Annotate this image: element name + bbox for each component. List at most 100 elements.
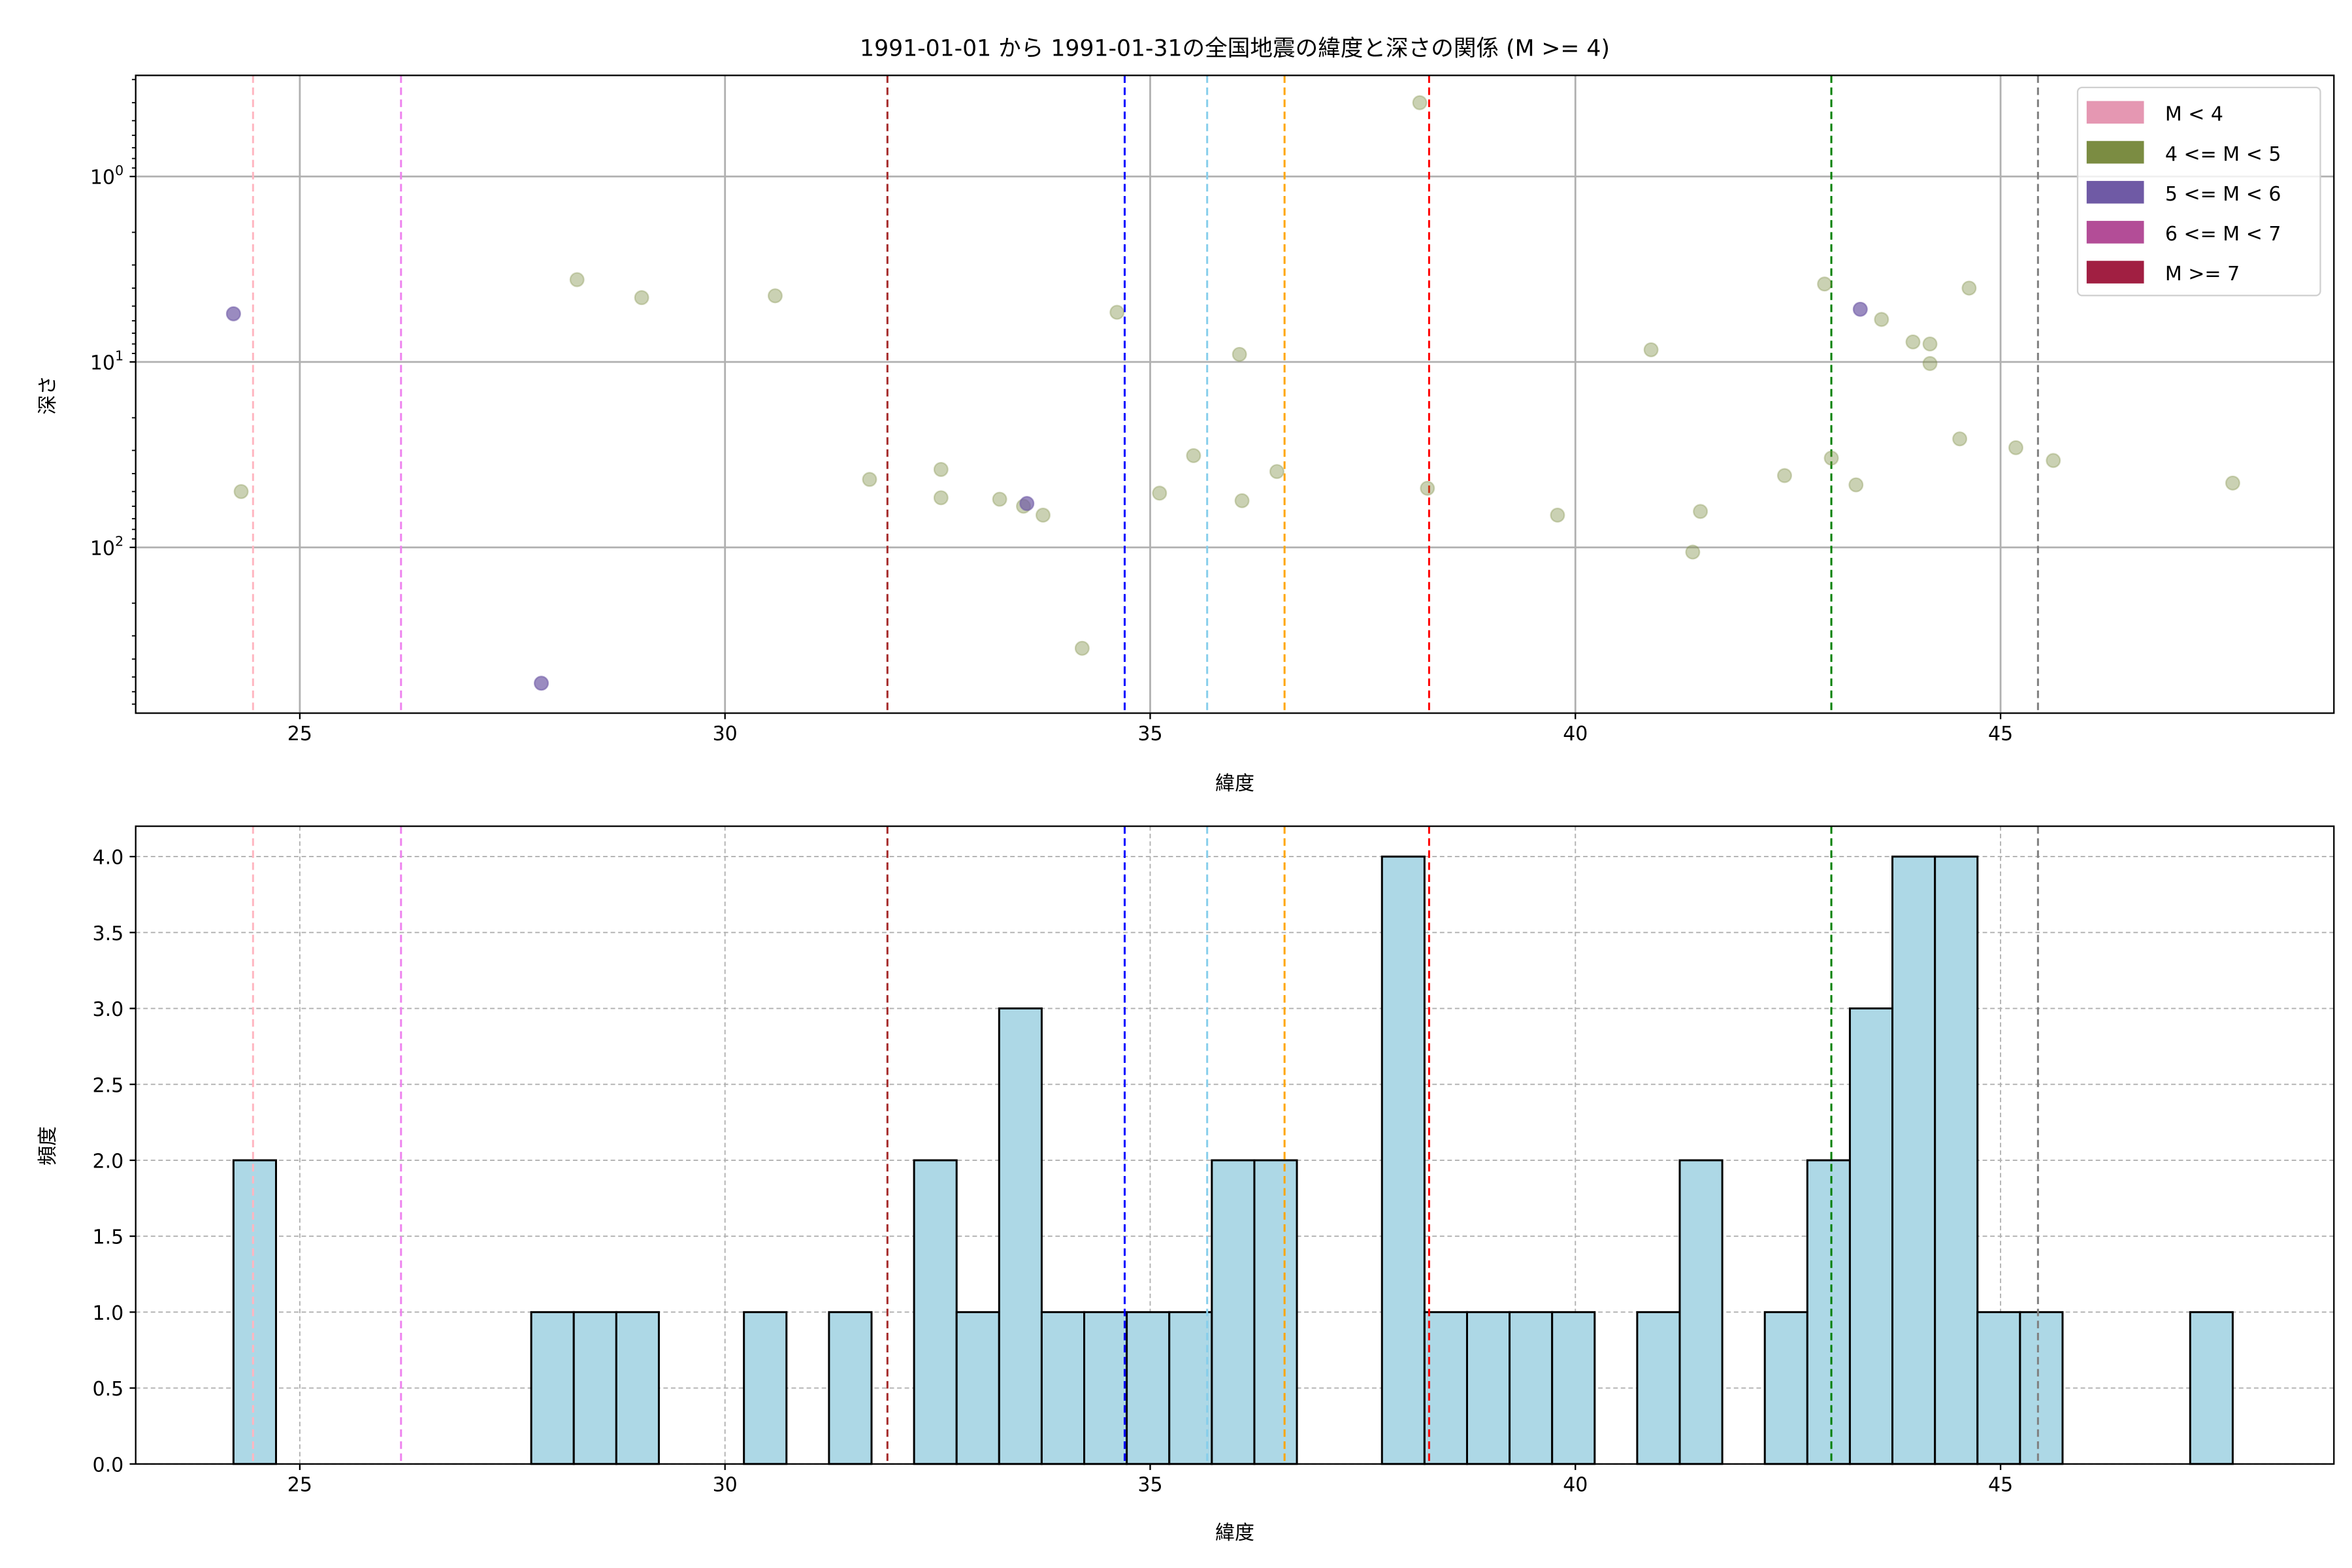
scatter-point (933, 490, 949, 506)
histogram-bar (1891, 855, 1936, 1465)
scatter-point (767, 288, 783, 304)
histogram-bar (1465, 1311, 1511, 1465)
histogram-bar (232, 1159, 277, 1465)
legend-swatch (2086, 180, 2144, 204)
scatter-point (1922, 336, 1938, 352)
scatter-point (1823, 450, 1839, 466)
scatter-point (1905, 334, 1921, 350)
y-tick-label: 102 (90, 534, 123, 561)
y-tick-label: 100 (90, 163, 123, 189)
histogram-bar (955, 1311, 1000, 1465)
scatter-point (1848, 477, 1864, 493)
histogram-bar (1211, 1159, 1256, 1465)
x-tick-label: 40 (1563, 1473, 1588, 1496)
scatter-point (1234, 493, 1250, 508)
y-tick-label: 1.0 (93, 1302, 124, 1325)
histogram-bar (572, 1311, 617, 1465)
histogram-bar (828, 1311, 873, 1465)
y-tick-label: 3.5 (93, 923, 124, 945)
scatter-point (1961, 280, 1977, 296)
scatter-point (225, 306, 241, 321)
scatter-point (992, 491, 1007, 507)
scatter-point (1643, 342, 1659, 357)
legend-label: M < 4 (2165, 103, 2223, 126)
legend-swatch (2086, 261, 2144, 284)
histogram-bar (1934, 855, 1979, 1465)
histogram-bar (2189, 1311, 2234, 1465)
x-tick-label: 40 (1563, 723, 1588, 745)
legend-label: 6 <= M < 7 (2165, 223, 2281, 246)
histogram-bar (1380, 855, 1426, 1465)
histogram-bar (1168, 1311, 1213, 1465)
scatter-point (1550, 507, 1565, 523)
histogram-bar (1509, 1311, 1554, 1465)
histogram-bar (1678, 1159, 1723, 1465)
scatter-point (634, 290, 649, 306)
scatter-point (1035, 507, 1051, 523)
histogram-bar (743, 1311, 788, 1465)
scatter-point (1152, 485, 1168, 501)
y-tick-label: 101 (90, 348, 123, 375)
scatter-point (569, 272, 585, 287)
scatter-point (1922, 355, 1938, 371)
y-tick-label: 0.5 (93, 1378, 124, 1401)
scatter-x-label: 緯度 (1215, 772, 1254, 795)
scatter-point (534, 676, 549, 691)
histogram-bar (1551, 1311, 1596, 1465)
scatter-point (1952, 431, 1968, 447)
scatter-point (233, 483, 249, 499)
scatter-point (933, 462, 949, 478)
scatter-point (1874, 312, 1889, 327)
y-tick-label: 4.0 (93, 847, 124, 870)
legend-swatch (2086, 140, 2144, 164)
x-tick-label: 45 (1988, 723, 2013, 745)
histogram-bar (1976, 1311, 2021, 1465)
axes-frame (135, 825, 2335, 1465)
histogram-bar (1763, 1311, 1808, 1465)
y-tick-label: 0.0 (93, 1454, 124, 1477)
scatter-point (1019, 496, 1035, 512)
histogram-bar (1126, 1311, 1171, 1465)
histogram-bar (530, 1311, 575, 1465)
scatter-point (1693, 504, 1708, 519)
x-tick-label: 35 (1137, 723, 1162, 745)
scatter-point (862, 472, 877, 487)
scatter-point (1412, 95, 1428, 110)
histogram-bar (913, 1159, 958, 1465)
x-tick-label: 25 (287, 723, 312, 745)
histogram-bar (1423, 1311, 1468, 1465)
histogram-x-label: 緯度 (1215, 1522, 1254, 1544)
y-tick-label: 2.5 (93, 1074, 124, 1097)
histogram-bar (998, 1007, 1043, 1465)
y-tick-label: 3.0 (93, 998, 124, 1021)
legend-label: M >= 7 (2165, 263, 2240, 286)
y-tick-label: 1.5 (93, 1226, 124, 1249)
histogram-bar (1848, 1007, 1894, 1465)
scatter-point (2225, 475, 2240, 491)
x-tick-label: 30 (713, 1473, 738, 1496)
scatter-point (1109, 304, 1125, 320)
scatter-y-label: 深さ (37, 376, 59, 415)
legend-label: 5 <= M < 6 (2165, 183, 2281, 206)
legend-swatch (2086, 101, 2144, 124)
scatter-point (1269, 464, 1284, 480)
histogram-bar (1253, 1159, 1298, 1465)
scatter-point (1232, 346, 1247, 362)
x-tick-label: 35 (1137, 1473, 1162, 1496)
histogram-y-label: 頻度 (37, 1126, 59, 1166)
legend-swatch (2086, 221, 2144, 244)
x-tick-label: 45 (1988, 1473, 2013, 1496)
legend-label: 4 <= M < 5 (2165, 143, 2281, 166)
scatter-axes: 25 30 35 40 45 100 101 102 M < 4 4 <= M < 5 5 <= M… (90, 74, 2335, 745)
histogram-bar (1806, 1159, 1851, 1465)
histogram-bar (615, 1311, 660, 1465)
x-tick-label: 25 (287, 1473, 312, 1496)
y-tick-label: 2.0 (93, 1150, 124, 1173)
scatter-point (1685, 544, 1701, 560)
scatter-point (2008, 440, 2024, 455)
histogram-bar (2019, 1311, 2064, 1465)
axes-frame (135, 74, 2335, 714)
scatter-point (1776, 468, 1793, 483)
scatter-point (1420, 480, 1435, 496)
